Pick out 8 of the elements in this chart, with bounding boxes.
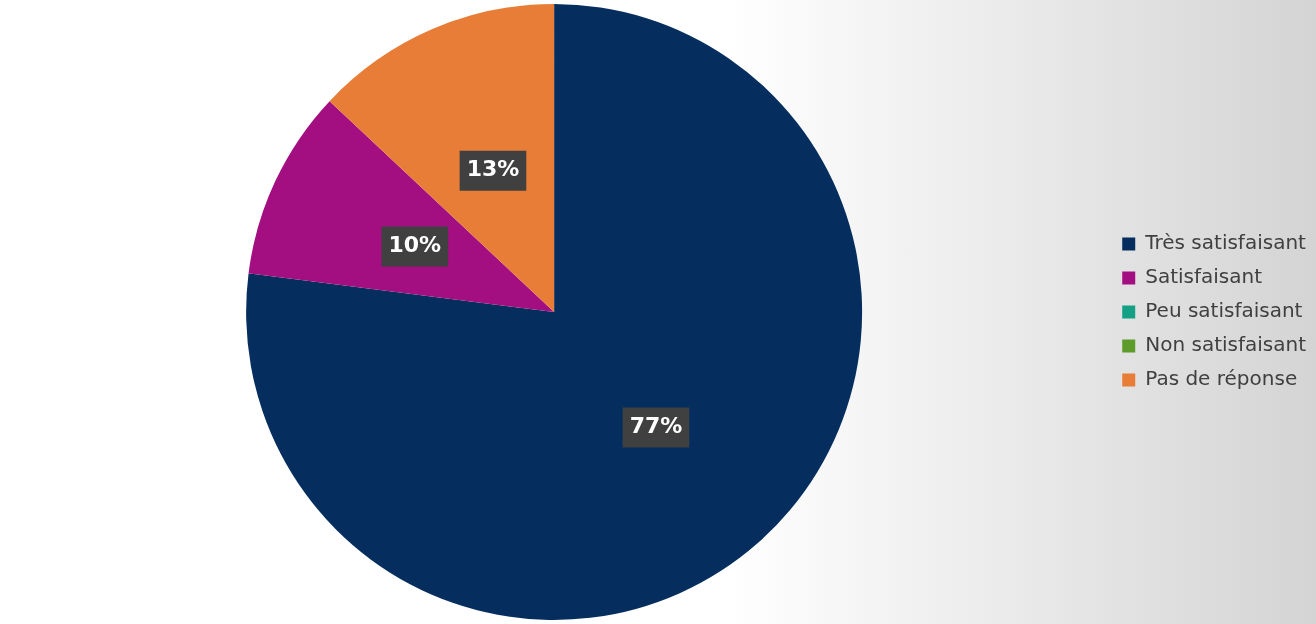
legend-label: Pas de réponse [1145,366,1298,391]
legend-label: Satisfaisant [1145,264,1263,289]
legend-label: Non satisfaisant [1145,332,1307,357]
data-label: 10% [388,232,442,258]
data-label: 13% [466,156,520,182]
legend-label: Peu satisfaisant [1145,298,1303,323]
legend-label: Très satisfaisant [1144,230,1307,255]
data-label: 77% [629,413,683,439]
